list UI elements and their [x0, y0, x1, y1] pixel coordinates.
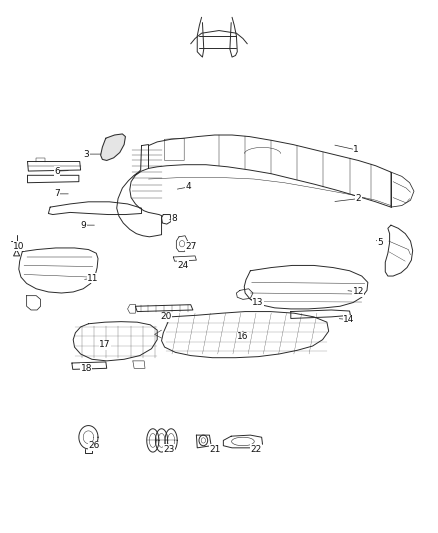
- Text: 26: 26: [88, 441, 99, 450]
- Text: 17: 17: [99, 341, 111, 350]
- Text: 18: 18: [81, 364, 92, 373]
- Text: 11: 11: [87, 273, 99, 282]
- Text: 22: 22: [251, 445, 261, 454]
- Text: 1: 1: [353, 146, 359, 155]
- Text: 9: 9: [80, 221, 86, 230]
- Text: 6: 6: [54, 166, 60, 175]
- Text: 20: 20: [160, 312, 172, 321]
- Text: 27: 27: [185, 242, 196, 251]
- Text: 5: 5: [377, 238, 383, 247]
- Text: 8: 8: [172, 214, 177, 223]
- Text: 2: 2: [356, 194, 361, 203]
- Polygon shape: [101, 134, 125, 160]
- Text: 10: 10: [13, 242, 25, 251]
- Text: 7: 7: [54, 189, 60, 198]
- Text: 3: 3: [83, 150, 89, 159]
- Text: 23: 23: [163, 445, 175, 454]
- Text: 21: 21: [209, 445, 220, 454]
- Text: 16: 16: [237, 332, 249, 341]
- Text: 14: 14: [343, 315, 354, 324]
- Text: 13: 13: [252, 298, 264, 307]
- Text: 4: 4: [186, 182, 191, 191]
- Text: 12: 12: [353, 287, 364, 296]
- Text: 24: 24: [178, 261, 189, 270]
